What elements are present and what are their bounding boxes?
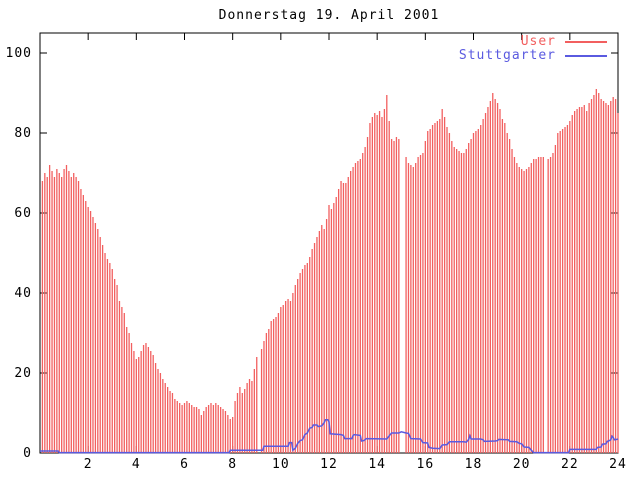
legend-user-line-sample [565, 40, 607, 43]
legend: User Stuttgarter [458, 34, 607, 63]
series-stuttgarter-line [40, 419, 619, 454]
x-tick-label: 10 [272, 457, 290, 472]
series-user-impulses [41, 89, 619, 453]
x-tick-label: 2 [84, 457, 93, 472]
y-tick-label: 0 [23, 446, 32, 461]
legend-stuttgarter-label: Stuttgarter [458, 48, 556, 63]
x-tick-label: 4 [132, 457, 141, 472]
x-tick-label: 20 [513, 457, 531, 472]
x-tick-label: 12 [320, 457, 338, 472]
x-tick-label: 18 [465, 457, 483, 472]
chart-title: Donnerstag 19. April 2001 [218, 8, 440, 23]
legend-stuttgarter-line-sample [565, 54, 607, 57]
y-tick-label: 60 [14, 206, 32, 221]
y-tick-label: 80 [14, 126, 32, 141]
legend-row-stuttgarter: Stuttgarter [458, 48, 607, 63]
x-tick-label: 6 [180, 457, 189, 472]
x-tick-label: 14 [368, 457, 386, 472]
x-tick-label: 8 [228, 457, 237, 472]
legend-user-label: User [520, 34, 556, 49]
y-tick-label: 100 [6, 46, 32, 61]
y-tick-label: 40 [14, 286, 32, 301]
x-tick-label: 22 [561, 457, 579, 472]
legend-row-user: User [459, 34, 607, 49]
x-tick-label: 16 [417, 457, 435, 472]
y-tick-label: 20 [14, 366, 32, 381]
x-tick-label: 24 [609, 457, 627, 472]
